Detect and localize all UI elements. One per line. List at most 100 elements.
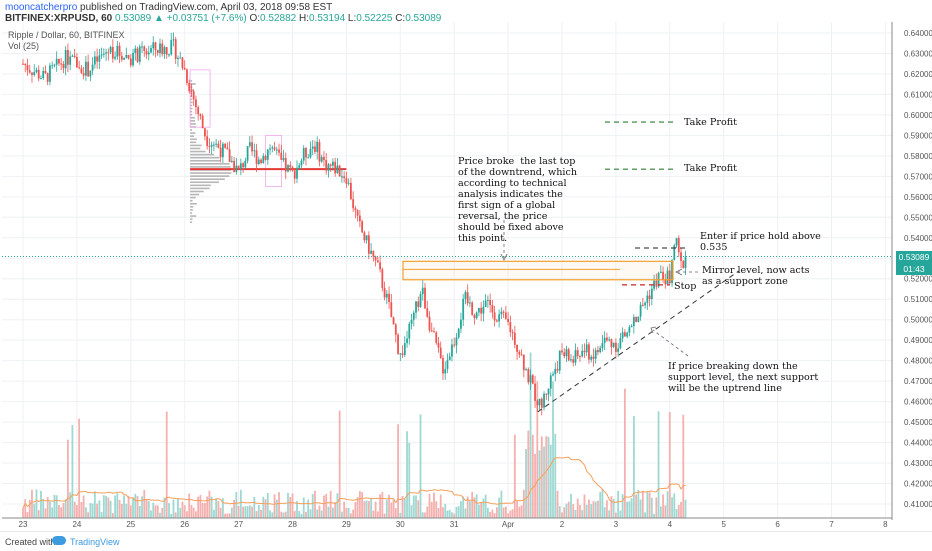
volume-bar (210, 496, 213, 518)
candle-body (49, 65, 51, 82)
volume-bar (675, 508, 678, 518)
volume-bar (673, 493, 676, 518)
volume-bar (603, 507, 606, 518)
created-with-text: Created with (5, 537, 56, 547)
volume-bar (394, 508, 397, 518)
volume-legend[interactable]: Vol (25) (8, 41, 40, 51)
candle-body (255, 150, 258, 165)
candle-body (361, 221, 364, 233)
x-tick-label: 3 (614, 520, 619, 529)
candle-body (365, 235, 368, 241)
volume-bar (93, 491, 96, 518)
volume-bar (446, 510, 449, 518)
volume-bar (134, 493, 137, 518)
volume-bar (565, 503, 568, 518)
last-price: 0.53089 (115, 13, 152, 24)
volume-bar (24, 499, 27, 518)
candle-body (208, 146, 211, 148)
y-tick-label: 0.51000 (904, 295, 932, 304)
header-publish-line: mooncatcherpro published on TradingView.… (5, 2, 332, 13)
candle-body (93, 56, 96, 65)
candle-body (653, 280, 655, 289)
candle-body (116, 45, 119, 57)
candle-body (534, 383, 536, 401)
volume-bar (186, 511, 188, 518)
arrow-uptrend-head (650, 326, 657, 334)
candle-body (574, 350, 577, 363)
candle-body (42, 70, 45, 79)
candle-body (383, 287, 386, 298)
uptrend-line (537, 270, 739, 413)
candle-body (536, 400, 539, 406)
x-tick-label: 24 (72, 520, 81, 529)
volume-bar (266, 492, 269, 518)
x-tick-label: 27 (234, 520, 243, 529)
candle-body (325, 160, 328, 171)
volume-bar (177, 499, 179, 518)
volume-bar (594, 501, 597, 518)
candle-body (549, 375, 552, 389)
y-tick-label: 0.49000 (904, 336, 932, 345)
volume-bar (341, 511, 343, 518)
author-link[interactable]: mooncatcherpro (5, 2, 78, 13)
candle-body (475, 312, 478, 319)
candle-body (615, 342, 617, 352)
profile-row (190, 150, 206, 153)
candle-body (307, 157, 310, 159)
volume-bar (469, 501, 471, 518)
candle-body (677, 238, 680, 253)
candle-body (462, 298, 465, 320)
volume-bar (237, 505, 240, 518)
volume-bar (302, 497, 305, 518)
price-chart[interactable]: 0.64000 0.63000 0.62000 0.61000 0.60000 0.590… (0, 0, 932, 531)
candle-body (33, 72, 36, 75)
candle-body (588, 344, 590, 360)
candle-body (100, 54, 103, 56)
volume-bar (84, 507, 87, 518)
volume-bar (475, 494, 478, 518)
volume-bar (650, 497, 653, 518)
candle-body (24, 63, 27, 66)
volume-bar (635, 494, 638, 518)
profile-box-2 (265, 134, 282, 187)
volume-bar (262, 496, 265, 518)
profile-row (190, 202, 197, 205)
candle-body (388, 293, 390, 303)
x-tick-label: Apr (502, 520, 515, 529)
volume-bar (275, 499, 278, 518)
candle-body (275, 149, 278, 151)
volume-bar (215, 498, 218, 518)
candle-body (392, 317, 395, 325)
volume-bar (332, 507, 334, 518)
volume-bar (40, 490, 42, 518)
candle-body (64, 49, 67, 69)
candle-body (558, 350, 561, 371)
candle-body (641, 304, 644, 306)
volume-bar (233, 499, 236, 518)
candle-body (22, 63, 24, 65)
candle-body (96, 56, 99, 62)
volume-bar (347, 507, 350, 518)
candle-body (623, 332, 626, 337)
tradingview-link[interactable]: TradingView (70, 537, 120, 547)
symbol[interactable]: BITFINEX:XRPUSD, 60 (5, 13, 113, 24)
series-legend[interactable]: Ripple / Dollar, 60, BITFINEX (8, 30, 125, 40)
volume-bar (486, 507, 489, 518)
volume-bar (69, 492, 72, 518)
candle-body (498, 314, 501, 322)
candle-body (67, 49, 69, 65)
volume-bar (392, 499, 395, 518)
volume-bar (204, 502, 206, 518)
candle-body (480, 307, 483, 314)
candle-body (107, 52, 110, 54)
candle-body (177, 57, 179, 59)
candle-body (62, 64, 65, 69)
candle-body (58, 58, 60, 64)
candle-body (408, 323, 411, 339)
volume-bar (98, 500, 101, 518)
candle-body (192, 91, 195, 100)
candle-body (606, 337, 608, 341)
profile-row (190, 193, 200, 196)
volume-bar (172, 499, 175, 518)
volume-bar (120, 503, 123, 518)
